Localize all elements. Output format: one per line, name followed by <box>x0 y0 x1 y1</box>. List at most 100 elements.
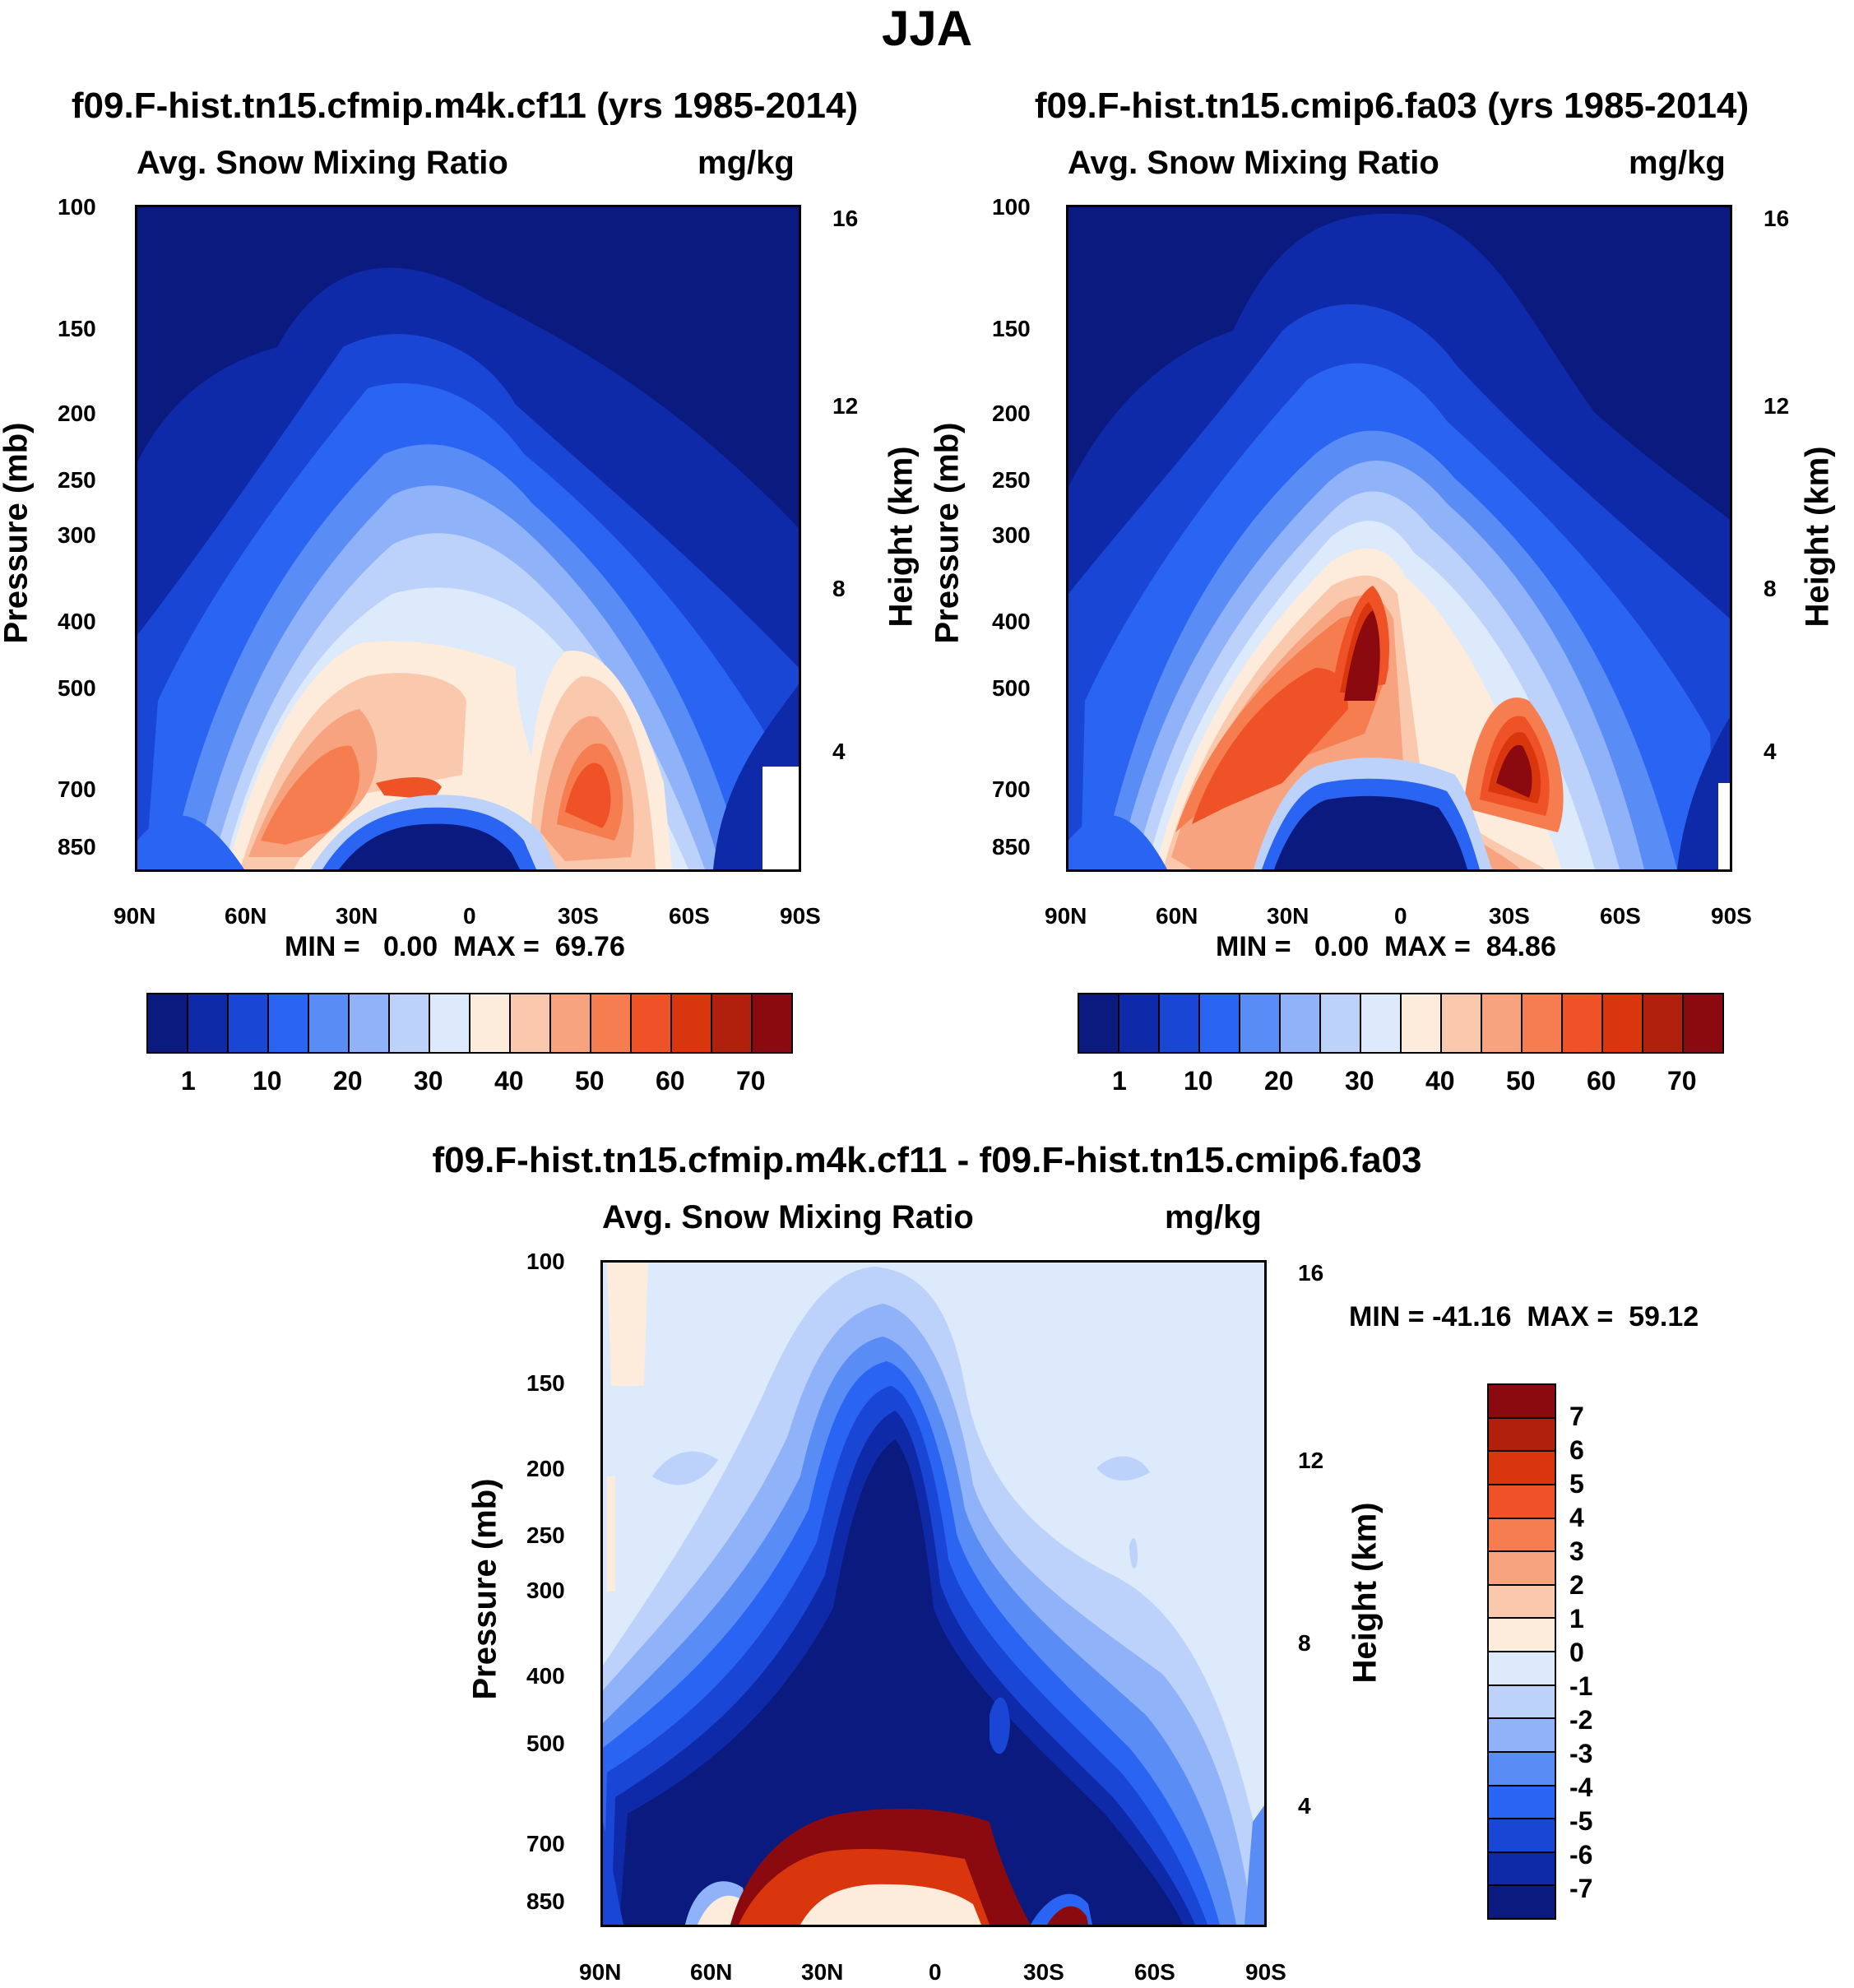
panel2-cbar-swatch <box>1603 994 1643 1052</box>
panel3-xtick-30s: 30S <box>1023 1959 1064 1985</box>
panel2-cbar-swatch <box>1643 994 1684 1052</box>
panel1-y2tick-4: 4 <box>832 739 846 764</box>
panel3-cbar-label: -1 <box>1569 1671 1593 1701</box>
panel2-ytick-700: 700 <box>992 776 1031 802</box>
panel3-xtick-60n: 60N <box>690 1959 733 1985</box>
panel1-cbar-label: 40 <box>494 1066 524 1096</box>
panel3-cbar-swatch <box>1489 1452 1555 1485</box>
panel1-xtick-60n: 60N <box>225 903 267 929</box>
panel1-units: mg/kg <box>698 145 795 181</box>
panel3-ytick-150: 150 <box>526 1370 565 1396</box>
panel2-cbar-swatch <box>1119 994 1160 1052</box>
panel1-xtick-90s: 90S <box>780 903 821 929</box>
panel1-ytick-700: 700 <box>58 776 96 802</box>
panel3-variable: Avg. Snow Mixing Ratio <box>602 1199 974 1235</box>
panel3-cbar-swatch <box>1489 1518 1555 1553</box>
panel1-ytick-150: 150 <box>58 316 96 341</box>
panel1-cbar-swatch <box>632 994 672 1052</box>
panel2-xtick-30s: 30S <box>1489 903 1530 929</box>
panel2-cbar-label: 20 <box>1264 1066 1294 1096</box>
panel2-ytick-850: 850 <box>992 834 1031 860</box>
panel1-cbar-label: 1 <box>181 1066 196 1096</box>
panel1-cbar-swatch <box>672 994 712 1052</box>
panel2-cbar-label: 70 <box>1667 1066 1697 1096</box>
panel2-cbar-swatch <box>1240 994 1281 1052</box>
panel1-ytick-200: 200 <box>58 401 96 426</box>
panel3-cbar-swatch <box>1489 1485 1555 1519</box>
panel3-cbar-swatch <box>1489 1619 1555 1652</box>
panel2-cbar-swatch <box>1442 994 1482 1052</box>
panel1-cbar-swatch <box>470 994 511 1052</box>
panel3-cbar-label: 1 <box>1569 1604 1584 1633</box>
panel2-cbar-swatch <box>1160 994 1200 1052</box>
panel3-contour-field <box>603 1263 1264 1925</box>
panel3-cbar-label: 2 <box>1569 1570 1584 1600</box>
panel2-plot-area <box>1066 205 1732 872</box>
panel3-cbar-label: 3 <box>1569 1536 1584 1566</box>
panel1-plot-area <box>135 205 801 872</box>
panel3-cbar-label: -6 <box>1569 1840 1593 1870</box>
panel1-cbar-swatch <box>309 994 350 1052</box>
panel1-xtick-60s: 60S <box>669 903 710 929</box>
panel1-xtick-0: 0 <box>463 903 476 929</box>
panel3-ytick-100: 100 <box>526 1249 565 1274</box>
panel1-cbar-swatch <box>511 994 551 1052</box>
panel3-ytick-250: 250 <box>526 1522 565 1548</box>
panel2-cbar-label: 10 <box>1184 1066 1213 1096</box>
panel1-cbar-swatch <box>430 994 470 1052</box>
panel2-cbar-label: 50 <box>1506 1066 1536 1096</box>
panel3-cbar-swatch <box>1489 1652 1555 1686</box>
panel2-cbar-label: 60 <box>1587 1066 1616 1096</box>
panel3-cbar-swatch <box>1489 1786 1555 1820</box>
panel2-ytick-150: 150 <box>992 316 1031 341</box>
panel3-y2tick-12: 12 <box>1298 1448 1324 1473</box>
panel1-cbar-label: 70 <box>736 1066 766 1096</box>
panel1-cbar-label: 50 <box>575 1066 605 1096</box>
panel2-ytick-250: 250 <box>992 467 1031 493</box>
panel1-xtick-90n: 90N <box>114 903 156 929</box>
panel3-cbar-label: 6 <box>1569 1435 1584 1465</box>
panel2-ytick-500: 500 <box>992 675 1031 701</box>
panel2-cbar-swatch <box>1200 994 1240 1052</box>
panel3-xtick-30n: 30N <box>801 1959 844 1985</box>
panel3-title: f09.F-hist.tn15.cfmip.m4k.cf11 - f09.F-h… <box>432 1140 1422 1180</box>
panel2-units: mg/kg <box>1629 145 1726 181</box>
panel3-y2tick-8: 8 <box>1298 1630 1311 1656</box>
panel3-units: mg/kg <box>1165 1199 1262 1235</box>
panel3-ytick-300: 300 <box>526 1578 565 1603</box>
panel1-cbar-swatch <box>188 994 229 1052</box>
panel3-cbar-swatch <box>1489 1685 1555 1720</box>
panel3-xtick-60s: 60S <box>1134 1959 1175 1985</box>
panel3-cbar-swatch <box>1489 1719 1555 1753</box>
panel2-xtick-60n: 60N <box>1156 903 1198 929</box>
panel1-xtick-30n: 30N <box>336 903 378 929</box>
panel3-y2tick-4: 4 <box>1298 1793 1311 1819</box>
panel2-cbar-swatch <box>1523 994 1563 1052</box>
panel1-ytick-100: 100 <box>58 194 96 220</box>
panel2-cbar-swatch <box>1482 994 1523 1052</box>
panel1-contour-field <box>137 207 799 869</box>
panel3-ytick-700: 700 <box>526 1831 565 1856</box>
panel1-cbar-swatch <box>229 994 269 1052</box>
panel3-cbar-swatch <box>1489 1852 1555 1887</box>
panel2-cbar-swatch <box>1563 994 1603 1052</box>
panel2-cbar-swatch <box>1281 994 1321 1052</box>
panel2-xtick-30n: 30N <box>1267 903 1309 929</box>
panel1-cbar-swatch <box>551 994 591 1052</box>
panel3-cbar-swatch <box>1489 1585 1555 1620</box>
panel1-xtick-30s: 30S <box>558 903 599 929</box>
panel2-cbar-swatch <box>1361 994 1402 1052</box>
panel1-cbar-swatch <box>269 994 309 1052</box>
panel1-ytick-500: 500 <box>58 675 96 701</box>
panel2-contour-field <box>1068 207 1730 869</box>
panel1-title: f09.F-hist.tn15.cfmip.m4k.cf11 (yrs 1985… <box>71 86 859 126</box>
panel2-y2tick-4: 4 <box>1764 739 1777 764</box>
panel3-minmax: MIN = -41.16 MAX = 59.12 <box>1349 1301 1699 1332</box>
panel3-plot-area <box>600 1260 1267 1927</box>
panel1-y2tick-16: 16 <box>832 206 859 231</box>
panel1-cbar-label: 60 <box>656 1066 685 1096</box>
panel2-title: f09.F-hist.tn15.cmip6.fa03 (yrs 1985-201… <box>1034 86 1750 126</box>
panel2-cbar-swatch <box>1079 994 1119 1052</box>
panel1-ytick-250: 250 <box>58 467 96 493</box>
panel2-ytick-200: 200 <box>992 401 1031 426</box>
